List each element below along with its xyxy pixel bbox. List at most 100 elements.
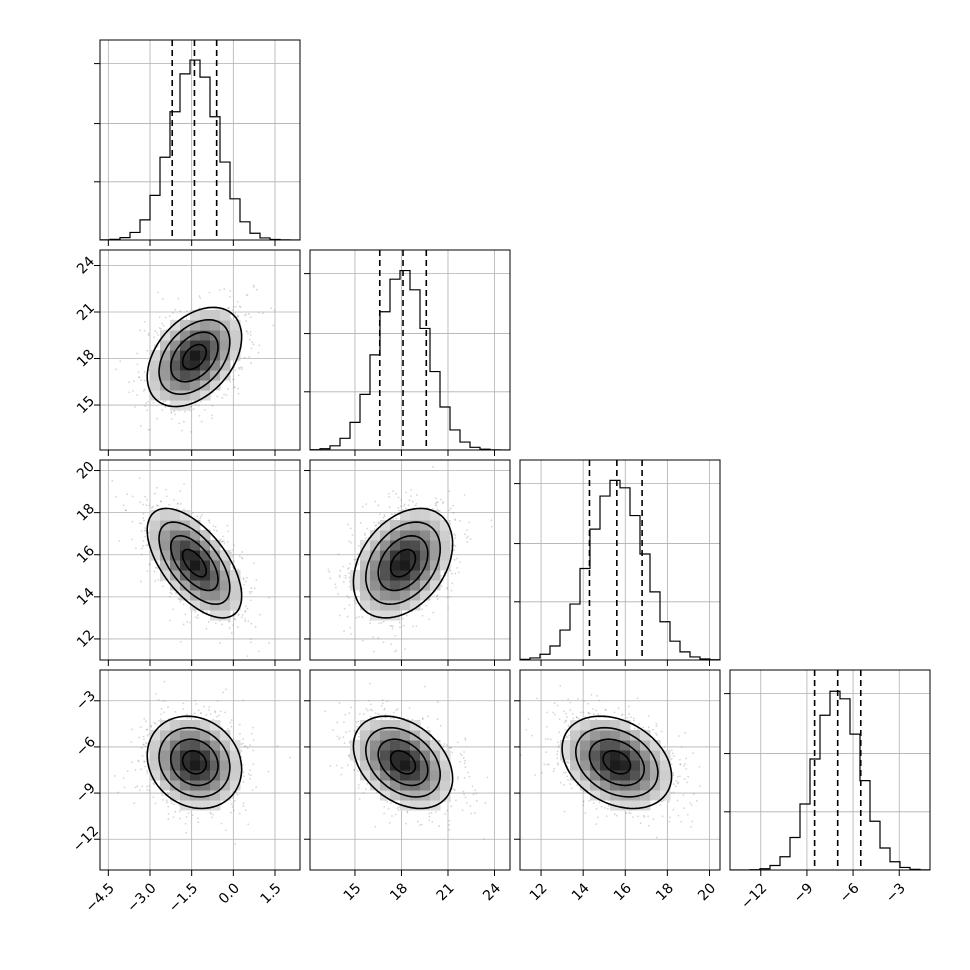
sample-point [132, 390, 134, 392]
sample-point [157, 345, 159, 348]
panel-frame [309, 459, 511, 661]
contour-level [181, 343, 207, 371]
density-cell [410, 530, 421, 541]
sample-point [451, 582, 454, 585]
sample-point [344, 576, 347, 579]
sample-point [153, 336, 155, 339]
sample-point [246, 293, 249, 296]
density-cell [440, 520, 451, 531]
sample-point [241, 613, 244, 616]
sample-point [238, 368, 241, 370]
sample-point [327, 568, 330, 571]
sample-point [144, 535, 147, 538]
sample-point [434, 502, 437, 505]
sample-point [158, 327, 161, 329]
sample-point [232, 624, 235, 627]
density-cell [220, 580, 231, 591]
sample-point [428, 618, 431, 621]
density-cell [170, 350, 181, 361]
density-cell [180, 390, 191, 401]
sample-point [244, 610, 247, 612]
density-cell [150, 390, 161, 401]
sample-point [245, 294, 248, 297]
sample-point [361, 639, 364, 642]
sample-point [128, 391, 131, 394]
sample-point [375, 524, 378, 527]
sample-point [373, 521, 376, 524]
sample-point [249, 334, 252, 336]
sample-point [248, 590, 251, 593]
sample-point [131, 538, 133, 541]
sample-point [205, 714, 208, 716]
sample-point [289, 756, 291, 759]
density-cell [350, 570, 361, 581]
sample-point [148, 563, 151, 566]
sample-point [145, 720, 147, 723]
sample-point [404, 507, 407, 510]
sample-point [172, 608, 175, 611]
sample-point [406, 614, 408, 617]
sample-point [458, 571, 460, 574]
sample-point [179, 503, 182, 505]
density-cell [410, 570, 421, 581]
sample-point [359, 522, 362, 524]
sample-point [228, 307, 231, 309]
sample-point [167, 706, 170, 708]
sample-point [196, 515, 199, 518]
density-cell [190, 330, 201, 341]
sample-point [400, 499, 403, 502]
sample-point [185, 318, 188, 321]
y-tick-label: 18 [74, 347, 98, 371]
sample-point [349, 626, 351, 629]
sample-point [403, 503, 406, 506]
density-cell [360, 580, 371, 591]
sample-point [467, 535, 469, 538]
sample-point [140, 553, 143, 556]
panel-frame [99, 249, 301, 451]
sample-point [183, 420, 185, 423]
sample-point [357, 563, 360, 565]
sample-point [351, 534, 354, 536]
sample-point [160, 500, 162, 503]
density-cell [220, 340, 231, 351]
sample-point [155, 486, 158, 489]
density-cell [210, 540, 221, 551]
sample-point [459, 561, 461, 564]
density-cell [440, 540, 451, 551]
sample-point [138, 522, 141, 525]
panel-2-1 [304, 459, 511, 666]
density-cell [200, 330, 211, 341]
sample-point [136, 352, 139, 355]
sample-point [229, 811, 232, 814]
density-cell [170, 380, 181, 391]
density-cell [400, 540, 411, 551]
sample-point [152, 401, 155, 404]
sample-point [141, 547, 143, 550]
density-cell [200, 530, 211, 541]
sample-point [161, 298, 164, 300]
sample-point [235, 305, 237, 308]
sample-point [175, 507, 178, 510]
sample-point [170, 410, 173, 413]
sample-point [142, 517, 145, 520]
sample-point [233, 386, 236, 388]
sample-point [157, 334, 160, 336]
sample-point [164, 400, 167, 403]
sample-point [249, 777, 252, 780]
sample-point [180, 429, 183, 432]
sample-point [241, 366, 243, 369]
sample-point [454, 536, 457, 539]
sample-point [200, 420, 203, 423]
sample-point [374, 500, 377, 503]
sample-point [134, 406, 136, 408]
sample-point [392, 518, 395, 520]
density-cell [420, 590, 431, 601]
sample-point [174, 308, 177, 311]
density-cell [220, 600, 231, 611]
sample-point [241, 551, 244, 553]
sample-point [392, 490, 394, 492]
sample-point [233, 386, 236, 389]
sample-point [448, 490, 450, 493]
sample-point [140, 522, 143, 525]
